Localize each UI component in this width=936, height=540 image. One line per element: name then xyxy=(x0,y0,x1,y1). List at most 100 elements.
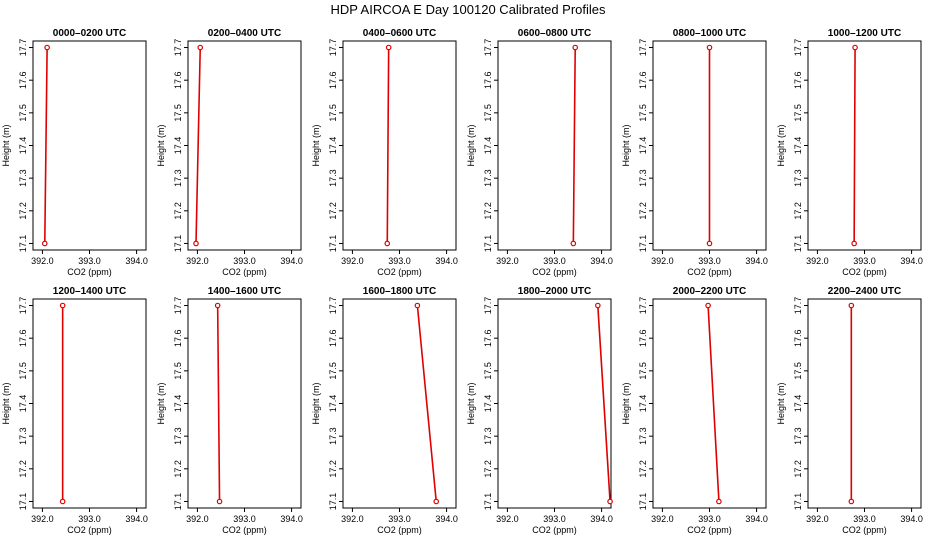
y-tick-label: 17.6 xyxy=(483,329,493,347)
x-tick-label: 393.0 xyxy=(853,514,876,524)
y-tick-label: 17.7 xyxy=(328,39,338,57)
profile-panel: 2000–2200 UTC 392.0 393.0 394.0 17.1 17.2 17.3… xyxy=(621,286,768,535)
y-tick-label: 17.4 xyxy=(483,137,493,155)
x-tick-label: 393.0 xyxy=(78,514,101,524)
profile-panel: 1000–1200 UTC 392.0 393.0 394.0 17.1 17.2 17.3… xyxy=(776,28,923,277)
x-tick-label: 393.0 xyxy=(388,514,411,524)
panel-title: 0200–0400 UTC xyxy=(208,28,281,39)
y-tick-label: 17.4 xyxy=(18,137,28,155)
x-axis-label: CO2 (ppm) xyxy=(687,525,732,535)
y-tick-label: 17.3 xyxy=(173,427,183,445)
y-tick-label: 17.2 xyxy=(18,460,28,478)
profile-line xyxy=(195,47,202,244)
x-tick-label: 392.0 xyxy=(186,514,209,524)
y-tick-label: 17.4 xyxy=(18,395,28,413)
profile-point xyxy=(607,498,613,505)
profile-panel: 0400–0600 UTC 392.0 393.0 394.0 17.1 17.2 17.3… xyxy=(311,28,458,277)
y-tick-label: 17.3 xyxy=(793,169,803,187)
profile-panel: 0000–0200 UTC 392.0 393.0 394.0 17.1 17.2 17.3… xyxy=(1,28,148,277)
panel-title: 0800–1000 UTC xyxy=(673,28,746,39)
y-tick-label: 17.6 xyxy=(793,71,803,89)
y-tick-label: 17.2 xyxy=(483,460,493,478)
y-tick-label: 17.7 xyxy=(638,39,648,57)
y-tick-label: 17.7 xyxy=(793,297,803,315)
y-tick-label: 17.1 xyxy=(793,493,803,511)
y-tick-label: 17.3 xyxy=(173,169,183,187)
y-tick-label: 17.3 xyxy=(18,169,28,187)
y-tick-label: 17.6 xyxy=(18,71,28,89)
y-tick-label: 17.5 xyxy=(793,104,803,122)
x-tick-label: 393.0 xyxy=(543,514,566,524)
panel-title: 1600–1800 UTC xyxy=(363,286,436,297)
y-tick-label: 17.2 xyxy=(328,460,338,478)
panel-title: 1800–2000 UTC xyxy=(518,286,591,297)
y-tick-label: 17.2 xyxy=(638,460,648,478)
y-tick-label: 17.4 xyxy=(793,395,803,413)
x-tick-label: 393.0 xyxy=(698,256,721,266)
plot-frame xyxy=(497,298,612,509)
profile-point xyxy=(59,302,66,309)
x-axis-label: CO2 (ppm) xyxy=(687,267,732,277)
x-tick-label: 393.0 xyxy=(698,514,721,524)
y-tick-label: 17.5 xyxy=(793,362,803,380)
x-tick-label: 392.0 xyxy=(651,514,674,524)
panel-title: 1200–1400 UTC xyxy=(53,286,126,297)
profile-point xyxy=(197,44,204,51)
y-tick-label: 17.4 xyxy=(173,137,183,155)
x-tick-label: 392.0 xyxy=(806,256,829,266)
x-tick-label: 394.0 xyxy=(900,256,923,266)
profile-line xyxy=(386,47,390,244)
profile-point xyxy=(214,302,221,309)
x-tick-label: 392.0 xyxy=(341,514,364,524)
profile-panel: 0600–0800 UTC 392.0 393.0 394.0 17.1 17.2 17.3… xyxy=(466,28,613,277)
x-tick-label: 392.0 xyxy=(651,256,674,266)
x-tick-label: 394.0 xyxy=(900,514,923,524)
plot-frame xyxy=(187,40,302,251)
profile-panel: 1800–2000 UTC 392.0 393.0 394.0 17.1 17.2 17.3… xyxy=(466,286,613,535)
y-tick-label: 17.1 xyxy=(18,235,28,253)
y-axis-label: Height (m) xyxy=(621,124,631,166)
y-tick-label: 17.5 xyxy=(328,104,338,122)
x-tick-label: 393.0 xyxy=(853,256,876,266)
x-tick-label: 392.0 xyxy=(31,514,54,524)
profile-point xyxy=(414,302,421,309)
y-tick-label: 17.2 xyxy=(483,202,493,220)
x-axis-label: CO2 (ppm) xyxy=(222,525,267,535)
profile-panel: 1200–1400 UTC 392.0 393.0 394.0 17.1 17.2 17.3… xyxy=(1,286,148,535)
plot-frame xyxy=(807,298,922,509)
profile-panel: 2200–2400 UTC 392.0 393.0 394.0 17.1 17.2 17.3… xyxy=(776,286,923,535)
x-axis-label: CO2 (ppm) xyxy=(67,267,112,277)
y-tick-label: 17.1 xyxy=(638,493,648,511)
y-tick-label: 17.4 xyxy=(793,137,803,155)
x-tick-label: 392.0 xyxy=(496,256,519,266)
x-tick-label: 394.0 xyxy=(435,256,458,266)
y-tick-label: 17.5 xyxy=(173,104,183,122)
profile-line xyxy=(572,47,577,244)
profile-point xyxy=(570,240,577,247)
y-tick-label: 17.6 xyxy=(638,71,648,89)
x-axis-label: CO2 (ppm) xyxy=(222,267,267,277)
x-tick-label: 393.0 xyxy=(233,514,256,524)
profile-line xyxy=(853,47,856,244)
x-tick-label: 394.0 xyxy=(125,256,148,266)
x-tick-label: 393.0 xyxy=(388,256,411,266)
x-tick-label: 393.0 xyxy=(543,256,566,266)
panel-title: 2000–2200 UTC xyxy=(673,286,746,297)
y-tick-label: 17.2 xyxy=(18,202,28,220)
profile-line xyxy=(597,305,611,502)
y-tick-label: 17.1 xyxy=(638,235,648,253)
y-axis-label: Height (m) xyxy=(776,382,786,424)
y-tick-label: 17.3 xyxy=(328,427,338,445)
panel-title: 1000–1200 UTC xyxy=(828,28,901,39)
y-tick-label: 17.1 xyxy=(173,493,183,511)
x-tick-label: 393.0 xyxy=(78,256,101,266)
y-tick-label: 17.5 xyxy=(18,362,28,380)
x-axis-label: CO2 (ppm) xyxy=(842,267,887,277)
y-tick-label: 17.1 xyxy=(483,493,493,511)
x-tick-label: 392.0 xyxy=(341,256,364,266)
plot-frame xyxy=(187,298,302,509)
x-tick-label: 394.0 xyxy=(745,514,768,524)
y-axis-label: Height (m) xyxy=(621,382,631,424)
profile-point xyxy=(705,302,711,309)
plot-frame xyxy=(807,40,922,251)
